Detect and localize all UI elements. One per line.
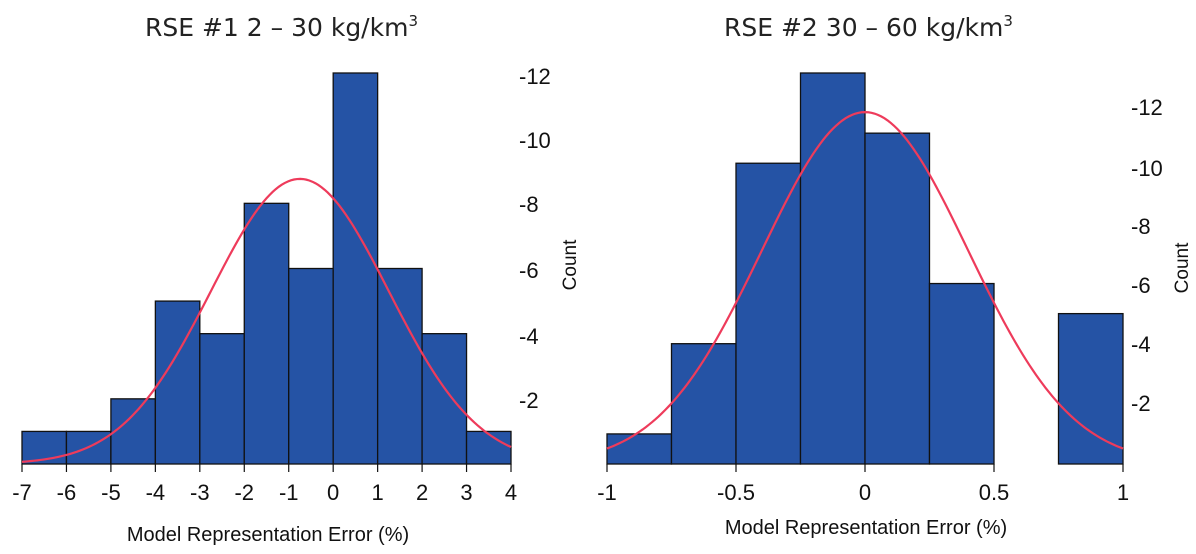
chart-1-title: RSE #1 2 – 30 kg/km3 [145,12,418,42]
chart-1-y-ticks: -2 -4 -6 -8 -10 -12 [519,64,551,413]
chart-1-bars [22,73,511,464]
x-tick-label: 0 [327,480,339,505]
x-tick-label: -3 [190,480,210,505]
x-tick-label: 0.5 [979,480,1010,505]
x-tick-label: 2 [416,480,428,505]
histogram-bar [930,284,995,464]
histogram-bar [801,73,866,464]
histogram-bar [244,203,288,464]
histogram-bar [111,399,155,464]
histogram-bar [289,269,333,465]
chart-2-x-ticks: -1 -0.5 0 0.5 1 [597,464,1129,505]
histogram-bar [467,431,511,464]
chart-1-x-axis-title: Model Representation Error (%) [127,524,409,546]
y-tick-label: -12 [1131,95,1163,120]
y-tick-label: -2 [519,388,539,413]
x-tick-label: 1 [372,480,384,505]
histogram-bar [422,334,466,464]
y-tick-label: -10 [1131,156,1163,181]
x-tick-label: -0.5 [717,480,755,505]
x-tick-label: 4 [505,480,517,505]
histogram-bar [1059,314,1124,464]
x-tick-label: -6 [57,480,77,505]
histogram-bar [333,73,377,464]
chart-1-y-axis-title: Count [560,239,581,290]
y-tick-label: -6 [1131,273,1151,298]
y-tick-label: -8 [519,192,539,217]
chart-1-x-ticks: -7 -6 -5 -4 -3 -2 -1 0 1 2 3 4 [12,464,517,505]
chart-1-title-superscript: 3 [408,12,418,30]
x-tick-label: 1 [1117,480,1129,505]
histogram-bar [200,334,244,464]
chart-1: RSE #1 2 – 30 kg/km3 -7 -6 -5 -4 -3 -2 -1 0 1 2 3 4… [12,12,581,546]
x-tick-label: 3 [460,480,472,505]
x-tick-label: -5 [101,480,121,505]
chart-2-x-axis-title: Model Representation Error (%) [725,517,1007,539]
x-tick-label: -1 [279,480,299,505]
y-tick-label: -10 [519,128,551,153]
y-tick-label: -4 [1131,332,1151,357]
chart-2-bars [607,73,1123,464]
y-tick-label: -6 [519,258,539,283]
chart-2-title-superscript: 3 [1003,12,1013,30]
chart-2-y-ticks: -2 -4 -6 -8 -10 -12 [1131,95,1163,416]
y-tick-label: -12 [519,64,551,89]
histogram-bar [865,133,930,464]
x-tick-label: -4 [146,480,166,505]
histogram-bar [378,269,422,465]
histogram-bar [607,434,672,464]
histogram-bar [736,163,801,464]
x-tick-label: -7 [12,480,32,505]
y-tick-label: -4 [519,324,539,349]
x-tick-label: -2 [234,480,254,505]
chart-2-y-axis-title: Count [1172,242,1193,293]
y-tick-label: -2 [1131,391,1151,416]
y-tick-label: -8 [1131,214,1151,239]
x-tick-label: 0 [859,480,871,505]
x-tick-label: -1 [597,480,617,505]
chart-2: RSE #2 30 – 60 kg/km3 -1 -0.5 0 0.5 1 -2 -4 -6… [597,12,1193,539]
chart-2-title: RSE #2 30 – 60 kg/km3 [724,12,1013,42]
